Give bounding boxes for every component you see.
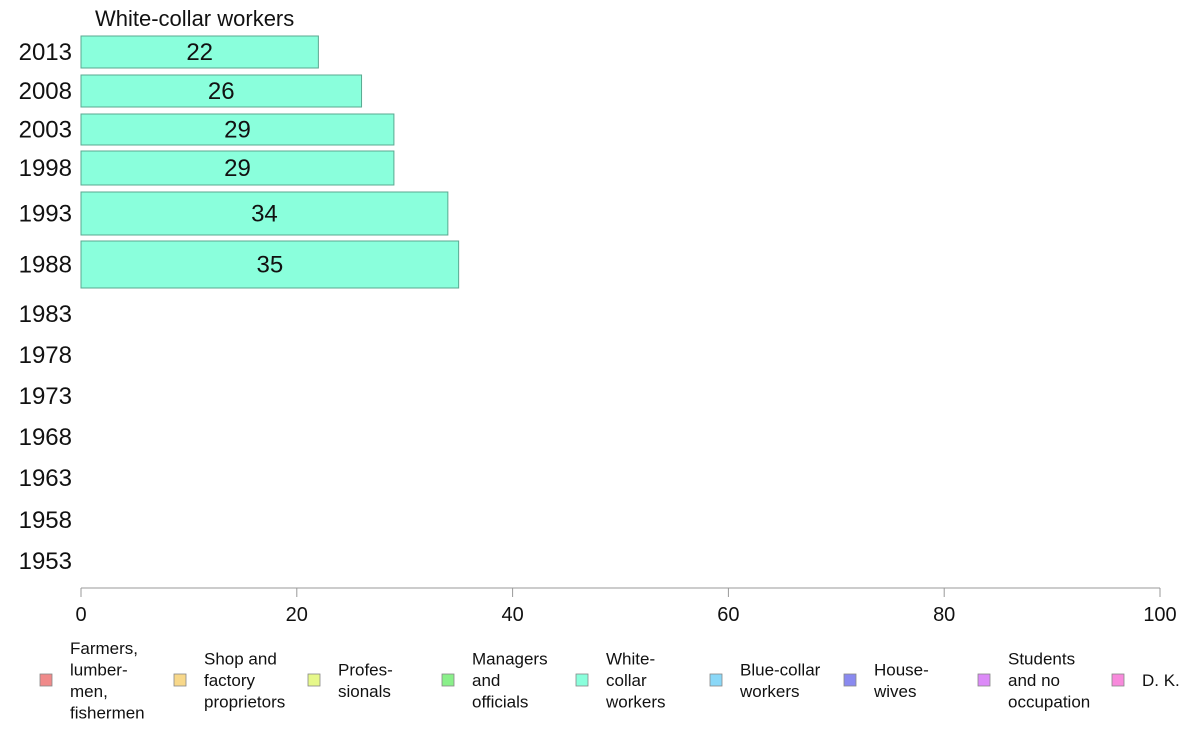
bar [80,240,460,289]
legend-label: Shop and [204,650,277,669]
legend-label: Students [1008,650,1075,669]
legend-item: Students and no occupation [977,650,1090,712]
legend-item: Blue-collar workers [709,660,821,701]
x-tick-label: 20 [286,604,308,626]
y-tick-label: 2003 [19,117,72,144]
bar-value-label: 26 [208,78,235,105]
legend-swatch [307,673,321,687]
x-tick-label: 60 [717,604,739,626]
y-tick-label: 1998 [19,155,72,182]
legend-swatch [39,673,53,687]
legend-label: proprietors [204,693,285,712]
chart-title: White-collar workers [95,6,294,31]
legend-item: Profes-sionals [307,660,393,701]
bar [80,74,363,108]
legend-swatch [843,673,857,687]
legend-label: factory [204,671,256,690]
legend-label: Farmers, [70,639,138,658]
y-tick-label: 1958 [19,507,72,534]
legend-label: Managers [472,650,548,669]
legend-label: sionals [338,682,391,701]
x-tick-label: 40 [501,604,523,626]
bar-value-label: 29 [224,117,251,144]
x-tick-label: 0 [75,604,86,626]
legend-label: lumber- [70,660,128,679]
bar [80,113,395,146]
x-axis-ticks: 0 20 40 60 80 100 [75,588,1177,626]
legend-label: men, [70,682,108,701]
y-tick-label: 1973 [19,383,72,410]
legend-label: occupation [1008,693,1090,712]
bar [80,191,449,236]
y-tick-label: 1953 [19,548,72,575]
legend-label: officials [472,693,528,712]
legend-label: White- [606,650,655,669]
y-tick-label: 1983 [19,301,72,328]
legend-item: D. K. [1111,671,1180,690]
y-axis-ticks: 2013 2008 2003 1998 1993 1988 1983 1978 1973 1968… [19,39,72,575]
legend-item: Farmers, lumber-men, fishermen [39,639,145,722]
bar-value-label: 35 [256,252,283,279]
bar-value-label: 29 [224,155,251,182]
legend: Farmers, lumber-men, fishermen Shop and fact… [39,639,1180,722]
legend-swatch [1111,673,1125,687]
y-tick-label: 1968 [19,424,72,451]
x-tick-label: 100 [1143,604,1176,626]
legend-item: White-collar workers [575,650,666,712]
legend-item: House-wives [843,660,929,701]
legend-swatch [173,673,187,687]
legend-swatch [709,673,723,687]
y-tick-label: 2008 [19,78,72,105]
y-tick-label: 1988 [19,252,72,279]
legend-label: and [472,671,500,690]
bar [80,150,395,186]
legend-swatch [441,673,455,687]
y-tick-label: 2013 [19,39,72,66]
legend-swatch [575,673,589,687]
legend-label: House- [874,660,929,679]
legend-swatch [977,673,991,687]
legend-label: workers [739,682,800,701]
x-tick-label: 80 [933,604,955,626]
bar-value-label: 22 [186,39,213,66]
bar-value-label: 34 [251,201,278,228]
legend-item: Managers and officials [441,650,548,712]
legend-label: collar [606,671,647,690]
legend-label: wives [873,682,917,701]
legend-label: and no [1008,671,1060,690]
y-tick-label: 1993 [19,201,72,228]
y-tick-label: 1978 [19,342,72,369]
legend-item: Shop and factory proprietors [173,650,285,712]
legend-label: workers [605,693,666,712]
legend-label: Profes- [338,660,393,679]
y-tick-label: 1963 [19,465,72,492]
legend-label: Blue-collar [740,660,821,679]
legend-label: fishermen [70,703,145,722]
bar [80,35,319,69]
legend-label: D. K. [1142,671,1180,690]
